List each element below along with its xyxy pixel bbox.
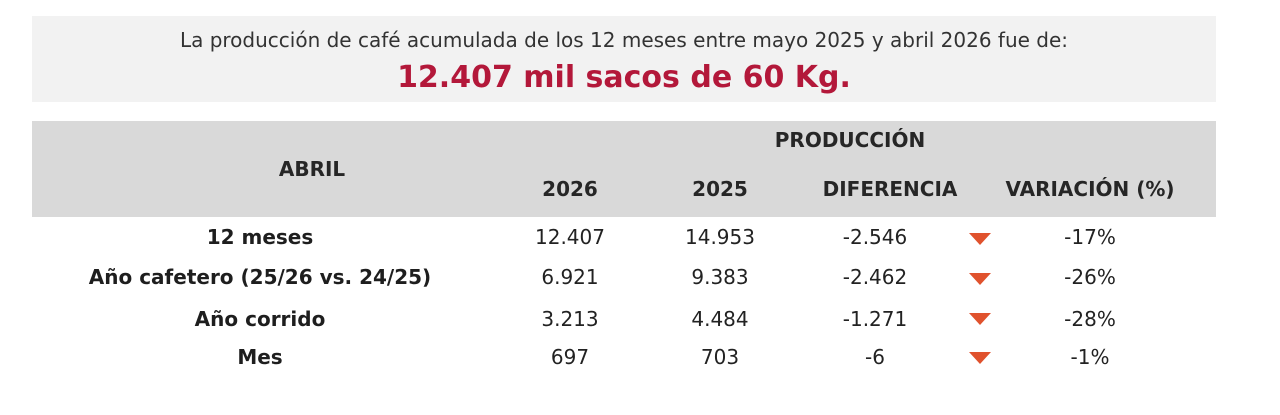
triangle-down-icon xyxy=(969,352,991,364)
value-2026: 697 xyxy=(550,345,590,369)
value-2025: 4.484 xyxy=(691,307,749,331)
value-diferencia: -2.546 xyxy=(842,225,908,249)
value-2026: 3.213 xyxy=(541,307,599,331)
table-header: ABRIL PRODUCCIÓN 2026 2025 DIFERENCIA VA… xyxy=(32,121,1216,217)
row-label: Año corrido xyxy=(194,307,326,331)
value-diferencia: -6 xyxy=(865,345,885,369)
value-2025: 703 xyxy=(700,345,740,369)
value-2026: 6.921 xyxy=(541,265,599,289)
value-2025: 14.953 xyxy=(685,225,755,249)
table-row: Mes 697 703 -6 -1% xyxy=(0,345,1280,385)
col-header-diferencia: DIFERENCIA xyxy=(822,177,958,201)
triangle-down-icon xyxy=(969,233,991,245)
period-header: ABRIL xyxy=(278,157,346,181)
table-row: Año cafetero (25/26 vs. 24/25) 6.921 9.3… xyxy=(0,265,1280,305)
triangle-down-icon xyxy=(969,273,991,285)
table-row: 12 meses 12.407 14.953 -2.546 -17% xyxy=(0,225,1280,265)
triangle-down-icon xyxy=(969,313,991,325)
row-label: Mes xyxy=(237,345,283,369)
col-header-2026: 2026 xyxy=(542,177,598,201)
value-variacion: -1% xyxy=(1070,345,1110,369)
summary-banner: La producción de café acumulada de los 1… xyxy=(32,16,1216,102)
value-2025: 9.383 xyxy=(691,265,749,289)
table-row: Año corrido 3.213 4.484 -1.271 -28% xyxy=(0,307,1280,347)
value-variacion: -28% xyxy=(1064,307,1116,331)
summary-subtitle: La producción de café acumulada de los 1… xyxy=(179,28,1069,52)
value-2026: 12.407 xyxy=(535,225,605,249)
row-label: 12 meses xyxy=(206,225,314,249)
col-header-2025: 2025 xyxy=(692,177,748,201)
value-variacion: -26% xyxy=(1064,265,1116,289)
row-label: Año cafetero (25/26 vs. 24/25) xyxy=(88,265,432,289)
value-diferencia: -1.271 xyxy=(842,307,908,331)
value-diferencia: -2.462 xyxy=(842,265,908,289)
col-header-variacion: VARIACIÓN (%) xyxy=(1005,177,1175,201)
value-variacion: -17% xyxy=(1064,225,1116,249)
production-group-header: PRODUCCIÓN xyxy=(774,128,926,152)
summary-headline: 12.407 mil sacos de 60 Kg. xyxy=(397,60,851,95)
